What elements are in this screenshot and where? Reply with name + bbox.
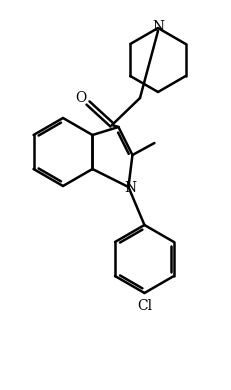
Text: N: N [152,20,164,34]
Text: N: N [124,181,137,195]
Text: Cl: Cl [137,299,152,313]
Text: O: O [75,91,87,105]
